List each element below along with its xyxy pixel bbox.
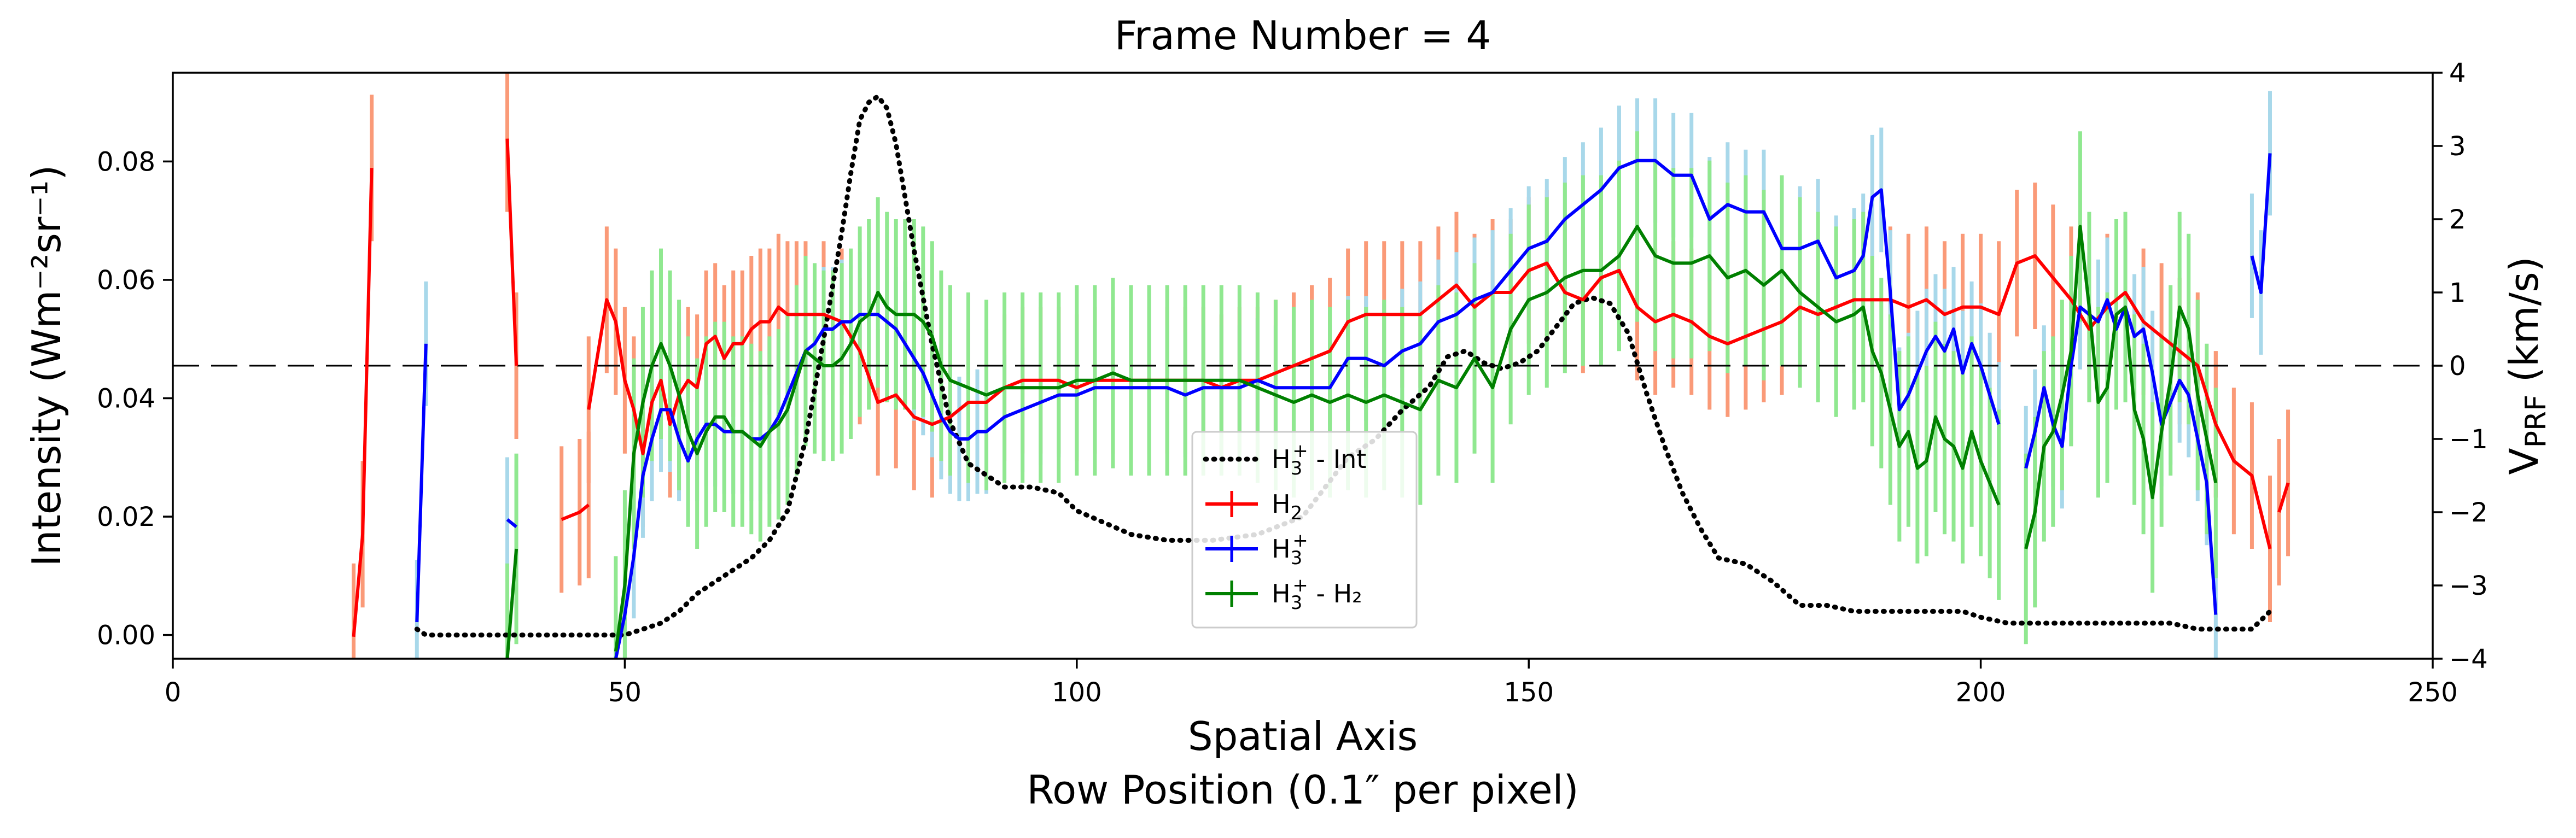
series-lines-layer [352,93,2290,659]
h2-series-line [587,254,2218,455]
h2-series-line [561,503,590,521]
h3-series-line [2250,153,2272,294]
y-right-label-subscript: PRF [2520,395,2552,448]
y-right-tick-label: 0 [2449,351,2466,382]
y-right-tick-label: 1 [2449,278,2466,308]
diff-series-line [614,225,2001,652]
y-left-tick-label: 0.08 [97,146,155,177]
x-axis-sublabel: Row Position (0.1″ per pixel) [1027,767,1578,813]
x-axis-label: Spatial Axis [1188,713,1418,759]
h3-legend-label: H3+ [1272,530,1308,569]
y-right-label-units: (km/s) [2501,256,2547,395]
h2-series-line [505,138,518,366]
y-right-tick-label: −1 [2449,424,2488,455]
y-right-tick-label: −2 [2449,497,2488,528]
h2-series-line [2214,423,2272,549]
y-right-tick-label: −3 [2449,571,2488,601]
y-right-tick-label: −4 [2449,644,2488,675]
chart-title: Frame Number = 4 [1115,13,1491,58]
ticks-layer: 0 50 100 150 200 250 0.00 0.02 0.04 0.06 0.08 −4 −3 −… [97,58,2488,708]
x-tick-label: 250 [2408,677,2458,708]
legend-box [1191,431,1418,629]
int-series-line [414,93,2272,638]
h3-series-line [614,159,2001,659]
x-tick-label: 200 [1956,677,2006,708]
y-right-tick-label: 3 [2449,131,2466,162]
diff-legend-label: H3+ - H₂ [1272,575,1362,614]
y-left-tick-label: 0.06 [97,265,155,296]
h2-series-line [2277,482,2290,513]
y-right-tick-label: 2 [2449,204,2466,235]
y-left-tick-label: 0.04 [97,384,155,414]
x-tick-label: 50 [608,677,642,708]
x-tick-label: 0 [165,677,182,708]
diff-series-line [2024,225,2218,549]
y-right-tick-label: 4 [2449,58,2466,89]
x-tick-label: 100 [1052,677,1102,708]
diff-series-line [505,548,518,659]
y-left-tick-label: 0.00 [97,620,155,651]
y-axis-left-label: Intensity (Wm⁻²sr⁻¹) [24,165,69,567]
x-tick-label: 150 [1503,677,1554,708]
y-axis-right-label: VPRF (km/s) [2501,256,2552,474]
h3-series-line [2024,298,2218,615]
h3-series-line [506,518,517,529]
y-left-tick-label: 0.02 [97,502,155,532]
int-legend-label: H3+ - Int [1272,440,1366,479]
h3-series-line [415,343,428,623]
h2-series-line [352,168,374,637]
